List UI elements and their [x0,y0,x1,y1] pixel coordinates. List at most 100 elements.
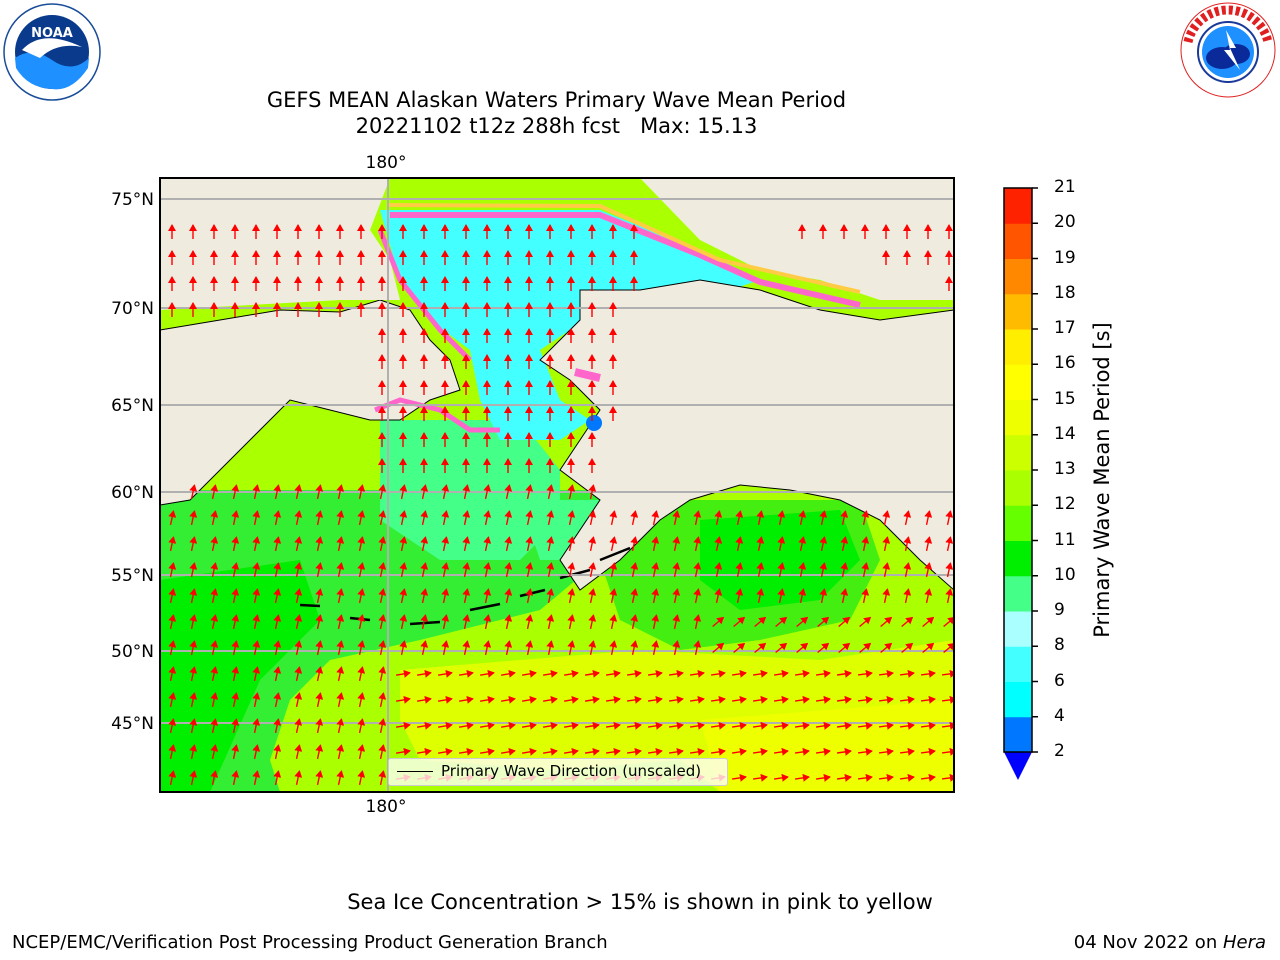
wave-direction-arrow [231,718,240,733]
sea-ice-note: Sea Ice Concentration > 15% is shown in … [347,890,933,914]
wave-direction-arrow [336,770,345,785]
wave-direction-arrow [584,747,600,756]
wave-direction-arrow [231,484,240,499]
wave-direction-arrow [567,484,576,499]
wave-direction-arrow [357,744,366,759]
wave-direction-arrow [189,640,198,655]
wave-direction-arrow [857,669,873,678]
wave-direction-arrow [273,536,282,551]
wave-direction-arrow [273,588,282,603]
wave-direction-arrow [273,718,282,733]
wave-direction-arrow [210,770,219,785]
wave-direction-arrow [731,773,747,782]
wave-direction-arrow [441,640,450,655]
wave-direction-arrow [756,588,765,603]
wave-direction-arrow [210,484,219,499]
wave-direction-arrow [231,744,240,759]
lat-label-45: 45°N [111,714,154,734]
wave-direction-arrow [441,562,450,577]
wave-direction-arrow [210,692,219,707]
wave-direction-arrow [630,536,639,551]
wave-direction-arrow [903,536,912,551]
wave-direction-arrow [504,640,513,655]
wave-direction-arrow [483,562,492,577]
colorbar [1003,187,1038,780]
wave-direction-arrow [378,536,387,551]
wave-direction-arrow [798,510,807,525]
wave-direction-arrow [231,770,240,785]
wave-direction-arrow [668,721,684,730]
wave-direction-arrow [882,588,891,603]
wave-direction-arrow [838,642,851,654]
footer-host: Hera [1222,932,1266,953]
wave-direction-arrow [693,588,702,603]
wave-direction-arrow [252,536,261,551]
wave-direction-arrow [630,510,639,525]
wave-direction-arrow [504,588,513,603]
wave-direction-arrow [168,718,177,733]
wave-direction-arrow [500,669,516,678]
wave-direction-arrow [395,669,411,678]
wave-direction-arrow [903,588,912,603]
wave-direction-arrow [710,669,726,678]
wave-direction-arrow [189,666,198,681]
wave-direction-arrow [857,721,873,730]
lat-label-60: 60°N [111,483,154,503]
wave-direction-arrow [901,616,914,628]
wave-direction-arrow [693,510,702,525]
wave-direction-arrow [899,773,915,782]
wave-direction-arrow [273,562,282,577]
wave-direction-arrow [668,747,684,756]
wave-direction-arrow [945,588,954,603]
wave-direction-arrow [189,718,198,733]
wave-direction-arrow [504,484,513,499]
wave-direction-arrow [231,588,240,603]
wave-direction-arrow [712,642,725,654]
wave-direction-arrow [647,695,663,704]
wave-direction-arrow [252,562,261,577]
wave-direction-arrow [378,744,387,759]
wave-direction-arrow [567,588,576,603]
wave-direction-arrow [794,747,810,756]
wave-direction-arrow [294,484,303,499]
wave-direction-arrow [483,588,492,603]
wave-direction-arrow [546,588,555,603]
wave-direction-arrow [735,536,744,551]
wave-direction-arrow [416,669,432,678]
wave-direction-arrow [775,642,788,654]
wave-direction-arrow [567,510,576,525]
wave-direction-arrow [231,510,240,525]
wave-direction-arrow [609,614,618,629]
wave-direction-arrow [294,536,303,551]
wave-direction-arrow [416,695,432,704]
wave-direction-arrow [752,773,768,782]
wave-direction-arrow [773,695,789,704]
wave-direction-arrow [399,510,408,525]
wave-direction-arrow [273,744,282,759]
wave-direction-arrow [416,747,432,756]
wave-direction-arrow [521,721,537,730]
wave-direction-arrow [315,640,324,655]
wave-direction-arrow [945,510,954,525]
colorbar-tick-label: 4 [1054,705,1065,726]
wave-direction-arrow [521,747,537,756]
wave-direction-arrow [462,588,471,603]
chart-title: GEFS MEAN Alaskan Waters Primary Wave Me… [266,88,847,112]
wave-direction-arrow [231,640,240,655]
wave-direction-arrow [437,721,453,730]
wave-direction-arrow [922,642,935,654]
wave-direction-arrow [399,588,408,603]
wave-direction-arrow [647,669,663,678]
wave-direction-arrow [693,640,702,655]
wave-direction-arrow [920,695,936,704]
wave-direction-arrow [752,669,768,678]
wave-direction-arrow [567,562,576,577]
colorbar-tick-label: 20 [1054,212,1076,233]
colorbar-tick-label: 15 [1054,388,1076,409]
wave-direction-arrow [336,744,345,759]
colorbar-band [1004,293,1032,330]
wave-direction-arrow [899,669,915,678]
colorbar-band [1004,434,1032,471]
wave-direction-arrow [605,747,621,756]
wave-direction-arrow [399,536,408,551]
